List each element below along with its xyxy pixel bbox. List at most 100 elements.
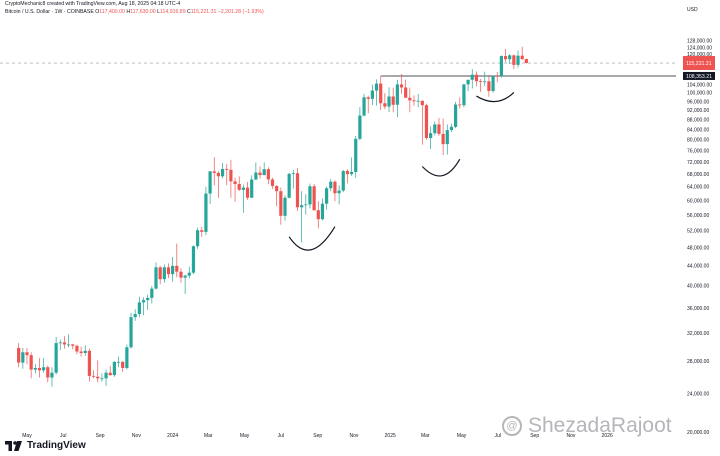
- candle-body: [191, 246, 196, 273]
- candle-body: [412, 100, 416, 102]
- at-sign-icon: @: [502, 416, 522, 436]
- candle: [308, 183, 312, 209]
- candle: [516, 50, 520, 68]
- y-tick-label: USD: [687, 7, 698, 13]
- candle-body: [200, 230, 204, 232]
- x-tick-label: 2026: [602, 433, 613, 439]
- candle-body: [266, 169, 270, 180]
- y-tick-label: 104,000.00: [687, 82, 712, 88]
- candle-body: [503, 56, 508, 60]
- candle-body: [137, 302, 141, 315]
- x-tick-label: Jul: [60, 433, 66, 439]
- candle-body: [337, 190, 341, 194]
- last-price-label: 115,221.31: [683, 56, 715, 71]
- candle-body: [29, 355, 33, 370]
- candle: [91, 370, 96, 379]
- candle: [412, 95, 416, 106]
- candle-body: [279, 191, 283, 216]
- candle: [146, 294, 150, 310]
- candle: [512, 54, 516, 69]
- candle-body: [204, 193, 208, 232]
- candle: [362, 93, 366, 117]
- candle-body: [437, 124, 441, 134]
- candle: [404, 79, 408, 98]
- candle: [171, 256, 175, 282]
- candle: [399, 74, 404, 94]
- candle-body: [141, 300, 146, 303]
- watermark-text: ShezadaRajoot: [528, 414, 672, 437]
- candle-body: [96, 376, 100, 379]
- candle-body: [275, 185, 279, 192]
- candle: [25, 347, 29, 365]
- candle-body: [325, 188, 329, 204]
- candle: [329, 178, 333, 192]
- candle: [416, 93, 420, 108]
- candle: [483, 71, 487, 86]
- candle-body: [383, 103, 387, 107]
- reference-level-label: 108,353.21: [683, 71, 715, 80]
- candle-body: [416, 100, 420, 102]
- candle-body: [187, 272, 191, 276]
- candle-body: [91, 375, 96, 377]
- y-tick-label: 84,000.00: [687, 127, 709, 133]
- candle: [137, 296, 141, 318]
- candle: [383, 93, 387, 110]
- candle: [445, 124, 449, 155]
- candle: [116, 356, 121, 368]
- candle: [220, 162, 225, 179]
- candle-body: [391, 96, 395, 105]
- candle: [325, 186, 329, 210]
- candle-body: [354, 138, 358, 172]
- candle-body: [67, 344, 71, 346]
- candle: [420, 100, 424, 145]
- ohlc-high-label: H: [126, 9, 131, 15]
- candle-body: [408, 97, 412, 101]
- candle-body: [270, 179, 275, 186]
- candle: [349, 157, 354, 176]
- x-tick-label: Jul: [278, 433, 284, 439]
- candle: [449, 123, 454, 133]
- y-tick-label: 28,000.00: [687, 359, 709, 365]
- y-tick-label: 76,000.00: [687, 148, 709, 154]
- candle: [29, 352, 33, 379]
- candle: [320, 198, 325, 221]
- tradingview-logo[interactable]: TradingView: [5, 440, 86, 451]
- candle: [83, 345, 87, 356]
- candle: [17, 343, 21, 368]
- candle-body: [404, 87, 408, 98]
- candle-body: [146, 297, 150, 301]
- candle-body: [116, 361, 121, 363]
- symbol-ohlc-line: Bitcoin / U.S. Dollar · 1W · COINBASE O1…: [5, 9, 264, 15]
- reference-level-label-bg: [683, 71, 715, 80]
- candle-body: [483, 81, 487, 83]
- x-tick-label: Sep: [96, 433, 105, 439]
- candle-body: [208, 171, 212, 194]
- x-tick-label: Mar: [421, 433, 430, 439]
- candle: [258, 166, 262, 179]
- candle: [520, 46, 524, 60]
- candle-body: [162, 267, 166, 280]
- candles-layer: [17, 46, 528, 387]
- candle-body: [241, 187, 245, 190]
- candle: [241, 184, 245, 213]
- candle: [279, 187, 283, 225]
- candle-body: [387, 96, 391, 107]
- candle-body: [420, 100, 424, 106]
- candle: [245, 182, 250, 200]
- candle: [470, 69, 474, 89]
- y-tick-label: 72,000.00: [687, 160, 709, 166]
- ohlc-high-value: 117,630.00: [130, 9, 156, 15]
- candle-body: [308, 186, 312, 205]
- candle: [474, 71, 479, 87]
- candle: [337, 185, 341, 205]
- candle-body: [508, 55, 512, 60]
- candle-body: [216, 172, 221, 177]
- y-tick-label: 56,000.00: [687, 213, 709, 219]
- candle-body: [158, 267, 162, 280]
- last-price-label-text: 115,221.31: [686, 61, 712, 67]
- x-tick-label: 2025: [385, 433, 396, 439]
- candle-body: [196, 230, 200, 247]
- candle: [491, 75, 495, 93]
- candle-body: [212, 171, 216, 173]
